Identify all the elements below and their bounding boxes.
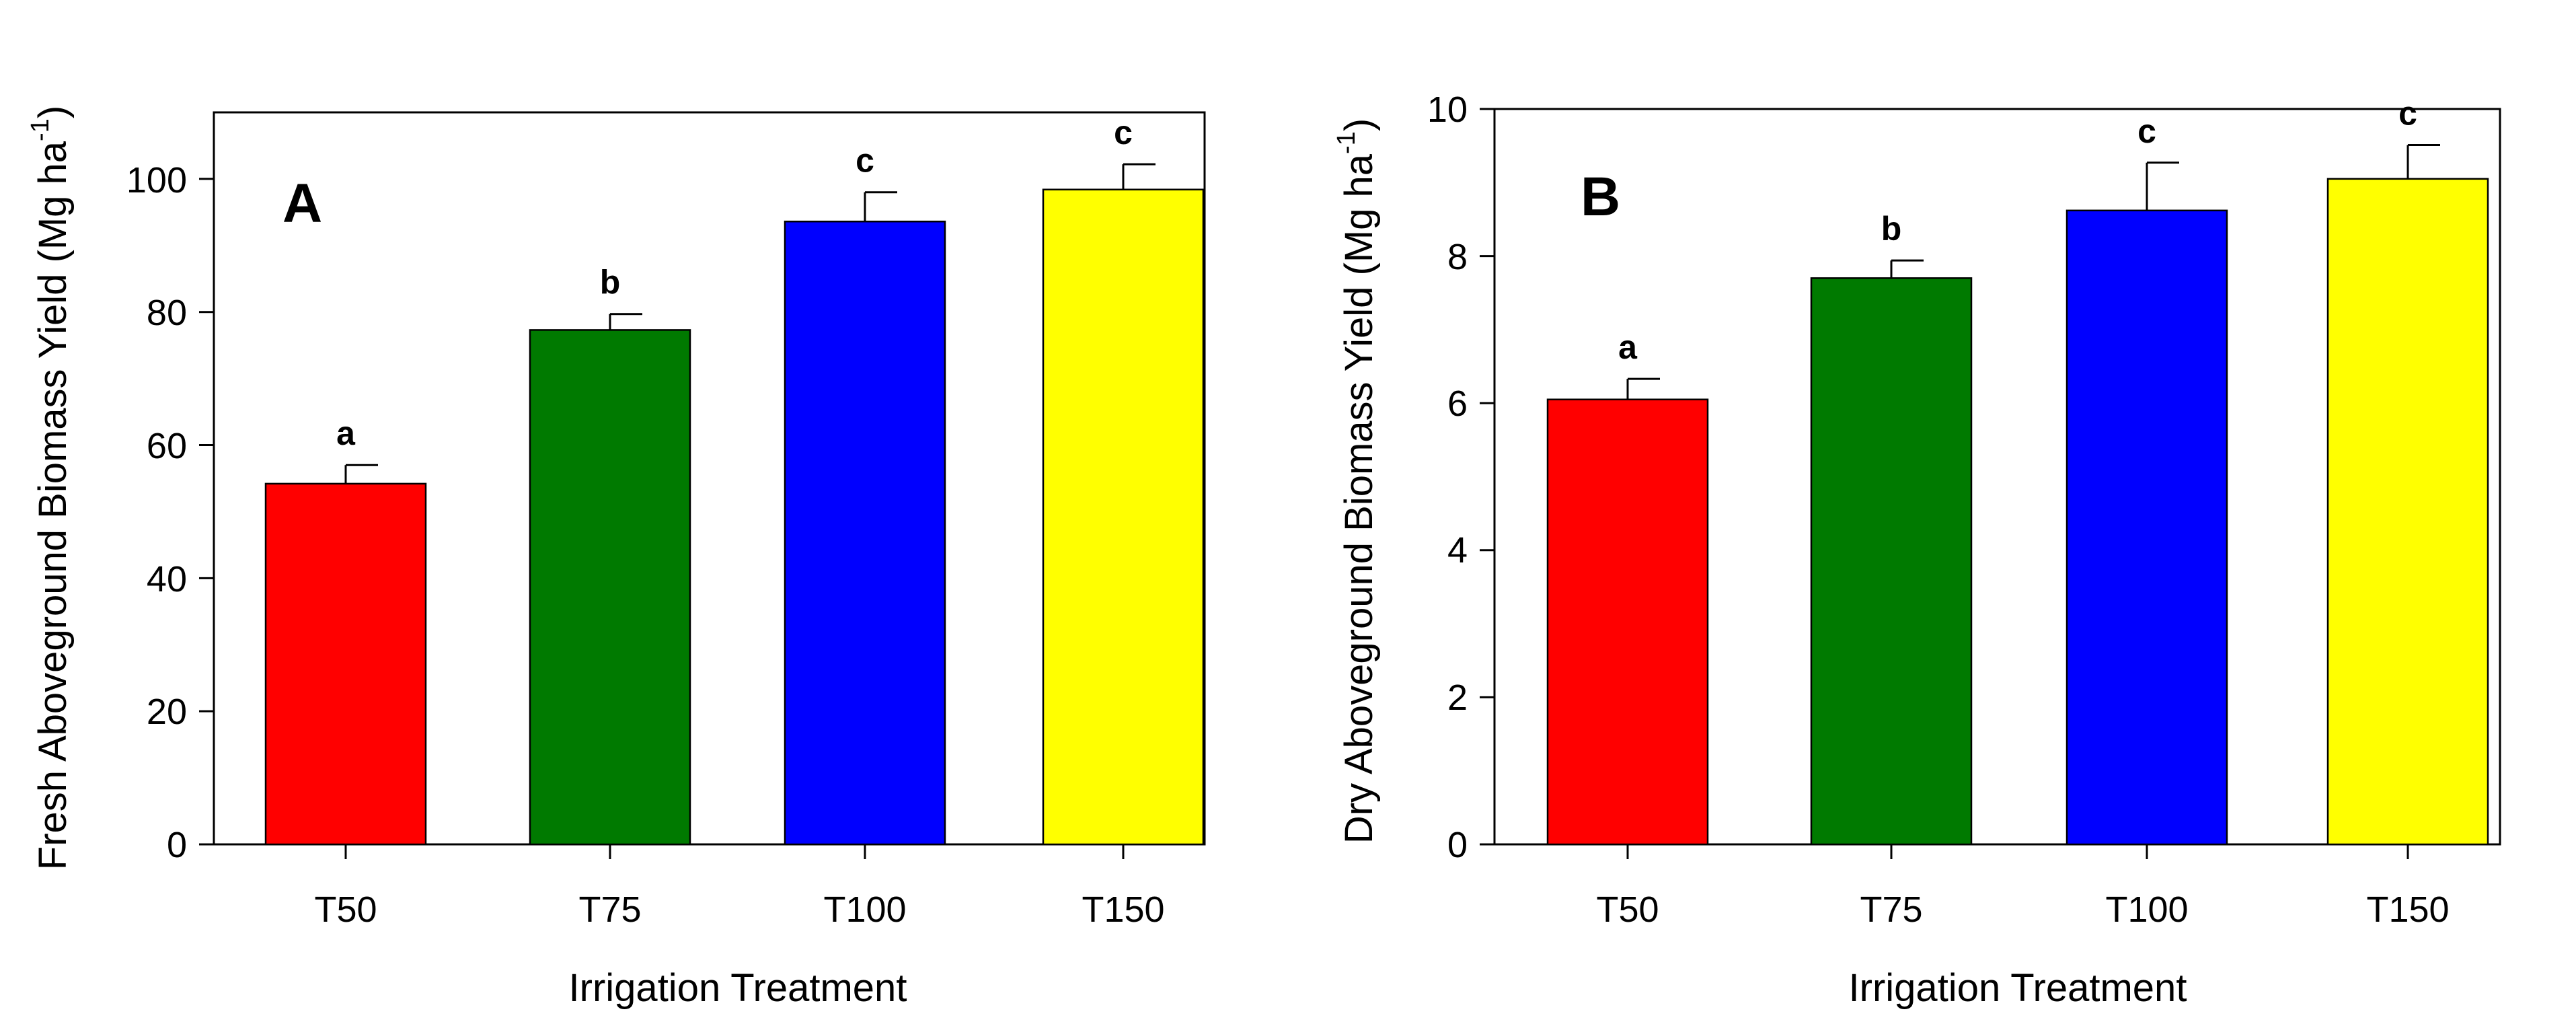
panel-b-plot-frame xyxy=(1493,108,2501,846)
panel-a-chart: 0 20 40 60 80 100 a b c c T50 T75 T100 T150… xyxy=(26,106,1206,1010)
panel-b-bar-t150 xyxy=(2326,178,2489,846)
panel-b-bar-t100 xyxy=(2066,209,2228,846)
panel-b-y-tick-label: 10 xyxy=(1427,89,1468,130)
panel-b-y-tick-label: 0 xyxy=(1447,825,1468,865)
panel-b-label: B xyxy=(1581,166,1620,227)
panel-b-x-axis-title: Irrigation Treatment xyxy=(1849,966,2187,1010)
panel-a-bars: a b c c xyxy=(264,114,1205,846)
panel-b-chart: 0 2 4 6 8 10 a b c c T50 T75 T100 T150 B Ir… xyxy=(1332,89,2501,1010)
panel-a-plot-frame xyxy=(213,111,1206,846)
panel-a-significance-letter-t100: c xyxy=(856,142,874,180)
panel-b-significance-letter-t150: c xyxy=(2398,95,2417,133)
panel-a-significance-letter-t50: a xyxy=(336,414,356,452)
panel-a-bar-t75 xyxy=(529,329,691,846)
panel-b-y-tick-label: 6 xyxy=(1447,383,1468,424)
panel-a-x-axis-title: Irrigation Treatment xyxy=(569,966,907,1010)
panel-a-y-tick-label: 40 xyxy=(147,559,187,599)
panel-b-x-tick-label-t75: T75 xyxy=(1860,889,1922,930)
panel-b-significance-letter-t50: a xyxy=(1618,328,1638,366)
panel-a-y-tick-label: 0 xyxy=(167,825,187,865)
panel-b-x-tick-label-t50: T50 xyxy=(1596,889,1659,930)
panel-b-bar-t50 xyxy=(1546,398,1709,846)
panel-b-y-ticks xyxy=(1480,108,2409,859)
panel-a-label: A xyxy=(282,173,322,234)
panel-b-y-tick-label: 4 xyxy=(1447,530,1468,571)
panel-a-y-tick-label: 80 xyxy=(147,293,187,333)
panel-b-x-tick-label-t150: T150 xyxy=(2366,889,2449,930)
panel-b-y-tick-label: 2 xyxy=(1447,678,1468,718)
panel-a-bar-t150 xyxy=(1042,188,1205,846)
panel-b-x-tick-label-t100: T100 xyxy=(2105,889,2188,930)
panel-a-y-axis-title: Fresh Aboveground Biomass Yield (Mg ha-1… xyxy=(26,106,75,870)
panel-b-y-tick-label: 8 xyxy=(1447,237,1468,277)
panel-a-y-ticks xyxy=(199,178,1125,859)
panel-b-bar-t75 xyxy=(1810,277,1973,846)
panel-a-x-tick-label-t100: T100 xyxy=(823,889,906,930)
panel-b-significance-letter-t75: b xyxy=(1881,210,1902,248)
panel-a-significance-letter-t75: b xyxy=(600,264,621,301)
panel-a-bar-t50 xyxy=(264,482,427,846)
panel-a-y-tick-label: 20 xyxy=(147,692,187,732)
panel-a-x-tick-label-t50: T50 xyxy=(314,889,377,930)
panel-a-bar-t100 xyxy=(784,220,946,846)
panel-a-y-tick-label: 100 xyxy=(126,160,187,200)
panel-a-x-tick-label-t75: T75 xyxy=(578,889,641,930)
panel-b-significance-letter-t100: c xyxy=(2137,112,2156,150)
panel-b-bars: a b c c xyxy=(1546,95,2489,846)
panel-a-x-tick-label-t150: T150 xyxy=(1082,889,1164,930)
panel-a-significance-letter-t150: c xyxy=(1114,114,1133,151)
panel-b-y-axis-title: Dry Aboveground Biomass Yield (Mg ha-1) xyxy=(1332,118,1381,844)
panel-a-y-tick-label: 60 xyxy=(147,426,187,466)
